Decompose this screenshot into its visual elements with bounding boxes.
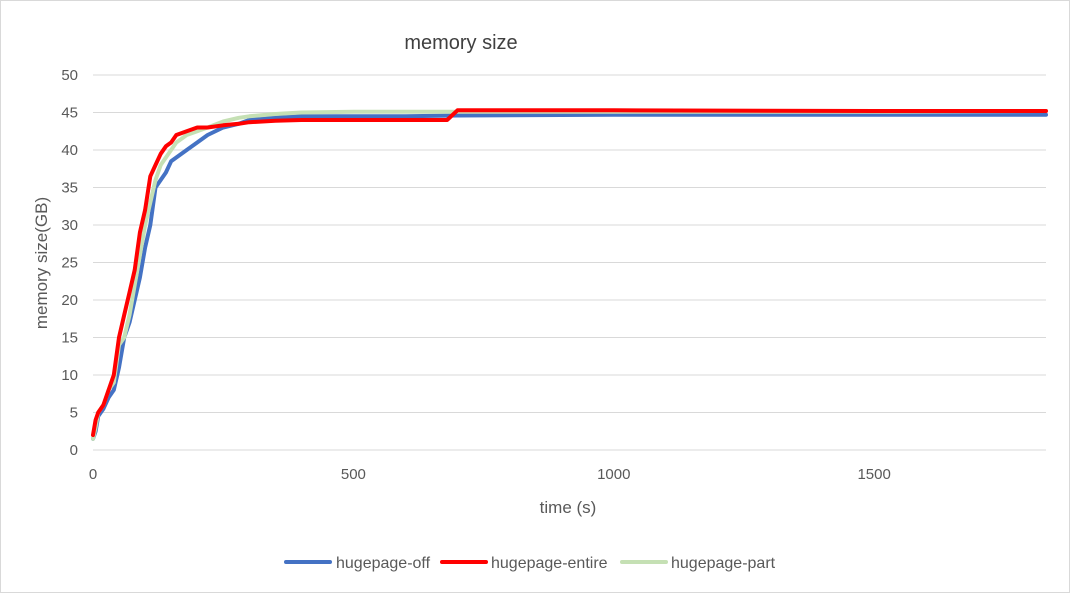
y-tick-label: 5 [70,405,78,422]
series-lines [91,108,1048,441]
y-tick-label: 45 [61,105,78,122]
x-tick-label: 500 [341,466,366,483]
y-tick-label: 10 [61,367,78,384]
y-tick-label: 0 [70,442,78,459]
x-tick-label: 1500 [857,466,890,483]
y-axis-label: memory size(GB) [32,197,51,329]
y-tick-label: 40 [61,142,78,159]
y-tick-label: 25 [61,255,78,272]
legend-label: hugepage-part [671,555,776,572]
legend: hugepage-off hugepage-entire hugepage-part [284,555,776,572]
legend-label: hugepage-off [336,555,431,572]
x-axis-ticks: 0 500 1000 1500 [89,466,891,483]
chart-title: memory size [404,32,517,54]
y-axis-ticks: 0 5 10 15 20 25 30 35 40 45 50 [61,67,78,459]
gridlines [93,74,1046,451]
x-tick-label: 0 [89,466,97,483]
y-tick-label: 15 [61,330,78,347]
x-tick-label: 1000 [597,466,630,483]
series-line-hugepage-off [91,112,1048,441]
y-tick-label: 20 [61,292,78,309]
legend-label: hugepage-entire [491,555,608,572]
y-tick-label: 50 [61,67,78,84]
x-axis-label: time (s) [540,498,597,517]
series-line-hugepage-entire [91,108,1048,437]
series-line-hugepage-part [91,109,1048,441]
y-tick-label: 30 [61,217,78,234]
y-tick-label: 35 [61,180,78,197]
